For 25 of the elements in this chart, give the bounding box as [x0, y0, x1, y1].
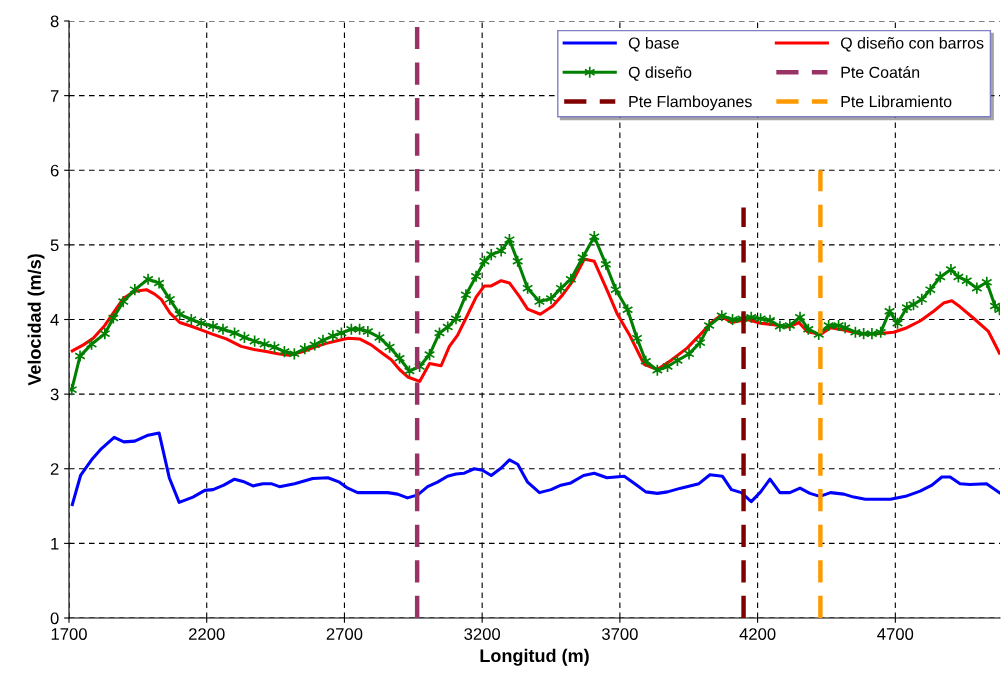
x-tick-label: 2700 — [326, 628, 363, 640]
legend-label: Q diseño con barros — [840, 36, 984, 52]
x-tick-label: 1700 — [51, 628, 87, 640]
y-tick-label: 1 — [51, 537, 59, 550]
legend-label: Pte Libramiento — [841, 95, 952, 108]
y-tick-label: 8 — [50, 15, 59, 28]
legend-label: Q base — [628, 36, 679, 52]
legend-label: Q diseño — [628, 66, 692, 81]
y-tick-label: 3 — [50, 388, 59, 401]
x-tick-label: 4200 — [739, 628, 776, 640]
y-tick-label: 0 — [50, 612, 59, 625]
y-tick-label: 5 — [50, 239, 59, 252]
x-tick-label: 3200 — [464, 628, 501, 640]
x-tick-label: 3700 — [601, 628, 638, 640]
y-tick-label: 7 — [50, 90, 59, 102]
line-series — [70, 431, 1000, 507]
legend-label: Pte Coatán — [841, 66, 920, 78]
y-tick-label: 2 — [50, 463, 59, 475]
y-tick-label: 4 — [50, 314, 59, 326]
y-tick-label: 6 — [50, 164, 59, 177]
x-tick-label: 4700 — [877, 628, 914, 640]
x-tick-label: 2200 — [189, 628, 225, 640]
x-axis-title: Longitud (m) — [480, 648, 589, 666]
y-axis-title: Velocidad (m/s) — [27, 254, 45, 386]
legend-label: Pte Flamboyanes — [629, 95, 752, 111]
